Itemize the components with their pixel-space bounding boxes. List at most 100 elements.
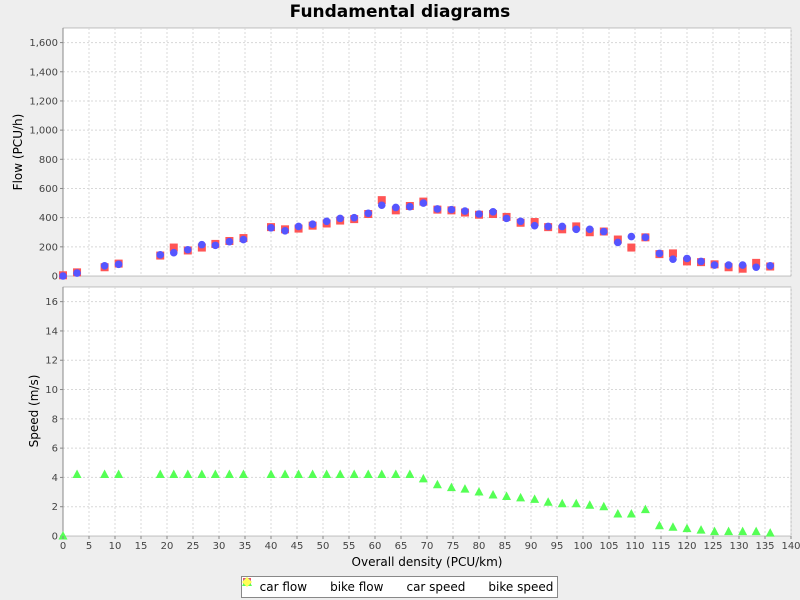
bike-flow-point	[211, 241, 220, 250]
x-axis-label: Overall density (PCU/km)	[352, 555, 503, 569]
bike-flow-point	[225, 237, 234, 246]
diamond-marker-icon	[242, 577, 484, 592]
x-tick-label: 5	[86, 541, 92, 552]
bike-flow-point	[572, 225, 581, 234]
x-tick-label: 115	[651, 541, 670, 552]
y-axis-label-speed: Speed (m/s)	[27, 375, 41, 448]
car-speed-point	[72, 469, 82, 478]
legend-label: bike flow	[330, 580, 384, 594]
x-axis: 0 5 10 15 20 25 30 35 40 45 50 55 60 65 70 75 80 85 90 95 10…	[60, 536, 800, 552]
y-tick-label: 1,400	[29, 67, 58, 78]
bike-flow-point	[377, 201, 386, 210]
car-speed-point	[516, 492, 526, 502]
car-flow-point	[668, 249, 677, 258]
y-tick-label: 1,600	[29, 38, 58, 49]
bike-flow-point	[433, 205, 442, 213]
car-speed-point	[613, 509, 623, 518]
bike-flow-point	[489, 208, 497, 216]
y-tick-label: 800	[39, 155, 58, 166]
bike-flow-point	[239, 235, 248, 244]
bike-flow-point	[294, 222, 303, 231]
car-speed-point	[114, 469, 124, 478]
car-speed-point	[183, 469, 193, 478]
bike-flow-point	[669, 255, 677, 264]
x-tick-label: 110	[625, 541, 644, 552]
y-tick-label: 4	[52, 473, 58, 484]
car-speed-point	[349, 469, 359, 478]
car-speed-point	[710, 526, 720, 536]
car-speed-point	[502, 491, 512, 500]
bike-flow-point	[184, 245, 192, 254]
car-speed-point	[640, 504, 650, 514]
x-tick-label: 10	[109, 541, 122, 552]
bike-flow-point	[724, 261, 733, 269]
bike-flow-point	[350, 213, 359, 222]
bike-flow-point	[59, 272, 67, 280]
bike-flow-point	[406, 202, 414, 211]
car-speed-point	[571, 498, 581, 508]
bike-flow-point	[766, 261, 774, 270]
x-tick-label: 20	[161, 541, 174, 552]
bike-flow-point	[198, 240, 206, 249]
y-axis-label-flow: Flow (PCU/h)	[11, 114, 25, 191]
bike-flow-point	[461, 207, 469, 215]
chart-title: Fundamental diagrams	[289, 2, 511, 22]
bike-flow-point	[530, 221, 539, 230]
car-speed-point	[585, 500, 595, 509]
bike-flow-point	[558, 222, 566, 231]
y-tick-label: 2	[52, 502, 58, 513]
bike-flow-point	[655, 249, 664, 258]
x-tick-label: 50	[317, 541, 330, 552]
car-speed-point	[668, 522, 678, 531]
car-speed-point	[474, 487, 484, 496]
bike-flow-point	[447, 205, 456, 214]
bike-flow-point	[308, 220, 317, 229]
car-speed-point	[530, 494, 540, 503]
bike-flow-point	[100, 261, 109, 270]
bike-flow-point	[156, 251, 165, 259]
x-tick-label: 135	[755, 541, 774, 552]
circle-marker-icon	[243, 578, 326, 592]
bike-flow-point	[683, 254, 691, 263]
y-tick-label: 14	[45, 326, 58, 337]
car-flow-point	[169, 243, 178, 252]
car-speed-point	[308, 469, 318, 478]
car-speed-point	[238, 469, 248, 478]
car-speed-point	[280, 469, 290, 478]
legend-label: bike speed	[488, 580, 554, 594]
bike-flow-point	[419, 199, 428, 207]
bike-flow-point	[114, 260, 123, 269]
car-speed-point	[224, 469, 234, 478]
car-flow-point	[752, 258, 761, 267]
car-speed-point	[58, 531, 68, 540]
x-tick-label: 105	[599, 541, 618, 552]
car-speed-point	[599, 501, 609, 511]
car-speed-point	[155, 469, 165, 478]
x-tick-label: 90	[525, 541, 538, 552]
car-speed-point	[377, 469, 387, 478]
car-speed-point	[626, 509, 636, 518]
bike-flow-point	[267, 224, 275, 232]
flow-panel: 0 200 400 600 800 1,000 1,200 1,400 1,600	[29, 27, 792, 283]
car-speed-point	[100, 469, 110, 478]
x-tick-label: 45	[291, 541, 304, 552]
x-tick-label: 15	[135, 541, 148, 552]
car-speed-point	[682, 523, 692, 533]
bike-flow-point	[627, 232, 636, 241]
y-tick-label: 400	[39, 213, 58, 224]
y-tick-label: 0	[52, 272, 58, 283]
car-flow-point	[377, 196, 386, 205]
car-speed-point	[460, 484, 470, 493]
x-tick-label: 0	[60, 541, 66, 552]
bike-flow-point	[169, 248, 178, 257]
car-speed-point	[210, 469, 220, 478]
car-speed-point	[169, 469, 179, 478]
legend-label: car flow	[259, 580, 308, 594]
y-tick-label: 10	[45, 385, 58, 396]
x-tick-label: 70	[421, 541, 434, 552]
car-speed-point	[405, 469, 415, 478]
bike-flow-point	[516, 217, 525, 226]
y-tick-label: 1,200	[29, 96, 58, 107]
bike-flow-point	[281, 226, 289, 235]
bike-flow-point	[614, 238, 622, 247]
